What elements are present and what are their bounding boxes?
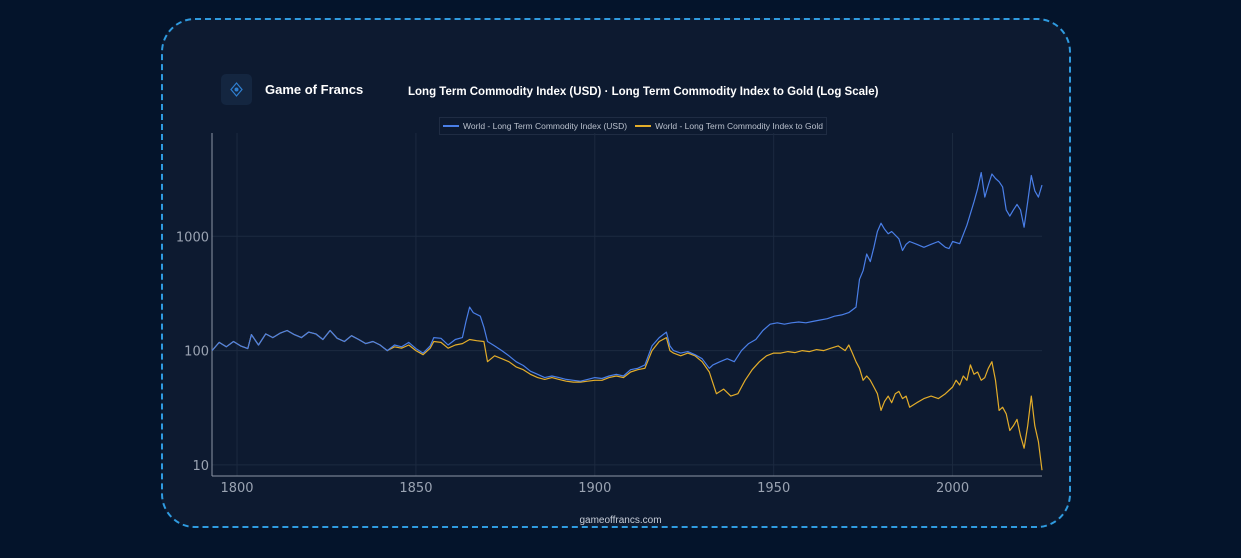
legend-label-usd: World - Long Term Commodity Index (USD) — [463, 121, 628, 131]
x-tick-label: 1850 — [399, 481, 432, 496]
x-tick-label: 1900 — [578, 481, 611, 496]
brand-name: Game of Francs — [265, 82, 364, 97]
compass-logo-icon — [230, 82, 243, 97]
y-tick-label: 100 — [184, 345, 209, 360]
x-tick-label: 2000 — [936, 481, 969, 496]
y-tick-label: 10 — [192, 459, 209, 474]
series-line-gold[interactable] — [211, 329, 1043, 471]
y-tick-label: 1000 — [176, 230, 209, 245]
x-tick-label: 1800 — [220, 481, 253, 496]
legend-label-gold: World - Long Term Commodity Index to Gol… — [655, 121, 823, 131]
chart-legend: World - Long Term Commodity Index (USD) … — [439, 117, 827, 135]
legend-swatch-gold — [635, 125, 652, 127]
footer-url[interactable]: gameoffrancs.com — [579, 515, 662, 526]
legend-item-usd[interactable]: World - Long Term Commodity Index (USD) — [443, 121, 627, 131]
chart-grid — [212, 133, 1042, 476]
axis-ticks: 1800 1850 1900 1950 2000 10 100 1000 — [176, 230, 969, 496]
x-tick-label: 1950 — [757, 481, 790, 496]
brand-logo[interactable] — [221, 74, 252, 105]
series-line-usd[interactable] — [211, 172, 1043, 382]
chart-card — [161, 18, 1071, 528]
legend-swatch-usd — [443, 125, 459, 127]
legend-item-gold[interactable]: World - Long Term Commodity Index to Gol… — [635, 121, 823, 131]
chart-title: Long Term Commodity Index (USD) · Long T… — [408, 86, 879, 98]
series-lines — [211, 172, 1043, 471]
